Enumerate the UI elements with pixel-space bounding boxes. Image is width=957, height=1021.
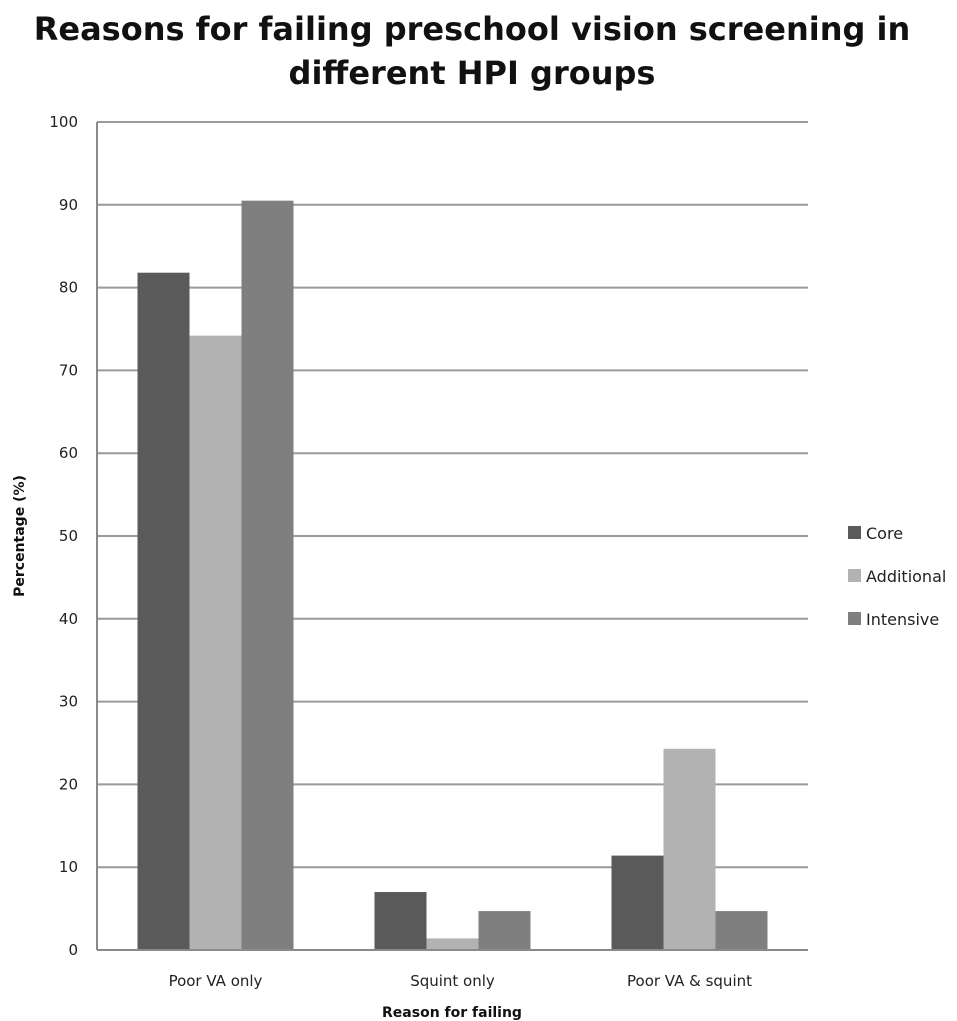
- y-tick-label: 90: [59, 196, 78, 214]
- y-tick-label: 60: [59, 444, 78, 462]
- y-axis-title: Percentage (%): [12, 475, 28, 597]
- legend: Core Additional Intensive: [848, 524, 946, 629]
- y-tick-label: 80: [59, 279, 78, 297]
- x-tick-label: Poor VA only: [169, 972, 263, 990]
- chart-title-line-2: different HPI groups: [289, 54, 656, 92]
- legend-swatch-additional: [848, 569, 861, 582]
- y-tick-label: 10: [59, 858, 78, 876]
- legend-label-intensive: Intensive: [866, 610, 939, 629]
- bar-core-3: [611, 855, 664, 950]
- bar-additional-2: [426, 938, 479, 950]
- bars: [137, 200, 768, 950]
- y-tick-label: 70: [59, 361, 78, 379]
- y-tick-label: 50: [59, 527, 78, 545]
- chart-title-line-1: Reasons for failing preschool vision scr…: [34, 10, 911, 48]
- bar-core-2: [374, 892, 427, 950]
- bar-intensive-3: [715, 911, 768, 950]
- y-tick-label: 20: [59, 775, 78, 793]
- y-tick-label: 0: [68, 941, 78, 959]
- legend-label-core: Core: [866, 524, 903, 543]
- y-tick-label: 40: [59, 610, 78, 628]
- bar-intensive-2: [478, 911, 531, 950]
- bar-intensive-1: [241, 200, 294, 950]
- bar-additional-3: [663, 748, 716, 950]
- x-axis-title: Reason for failing: [382, 1005, 522, 1021]
- legend-swatch-intensive: [848, 612, 861, 625]
- legend-label-additional: Additional: [866, 567, 946, 586]
- legend-swatch-core: [848, 526, 861, 539]
- y-tick-label: 30: [59, 693, 78, 711]
- bar-additional-1: [189, 335, 242, 950]
- x-tick-label: Squint only: [410, 972, 495, 990]
- x-tick-label: Poor VA & squint: [627, 972, 752, 990]
- y-tick-label: 100: [49, 113, 78, 131]
- x-axis-tick-labels: Poor VA only Squint only Poor VA & squint: [169, 972, 753, 990]
- bar-core-1: [137, 272, 190, 950]
